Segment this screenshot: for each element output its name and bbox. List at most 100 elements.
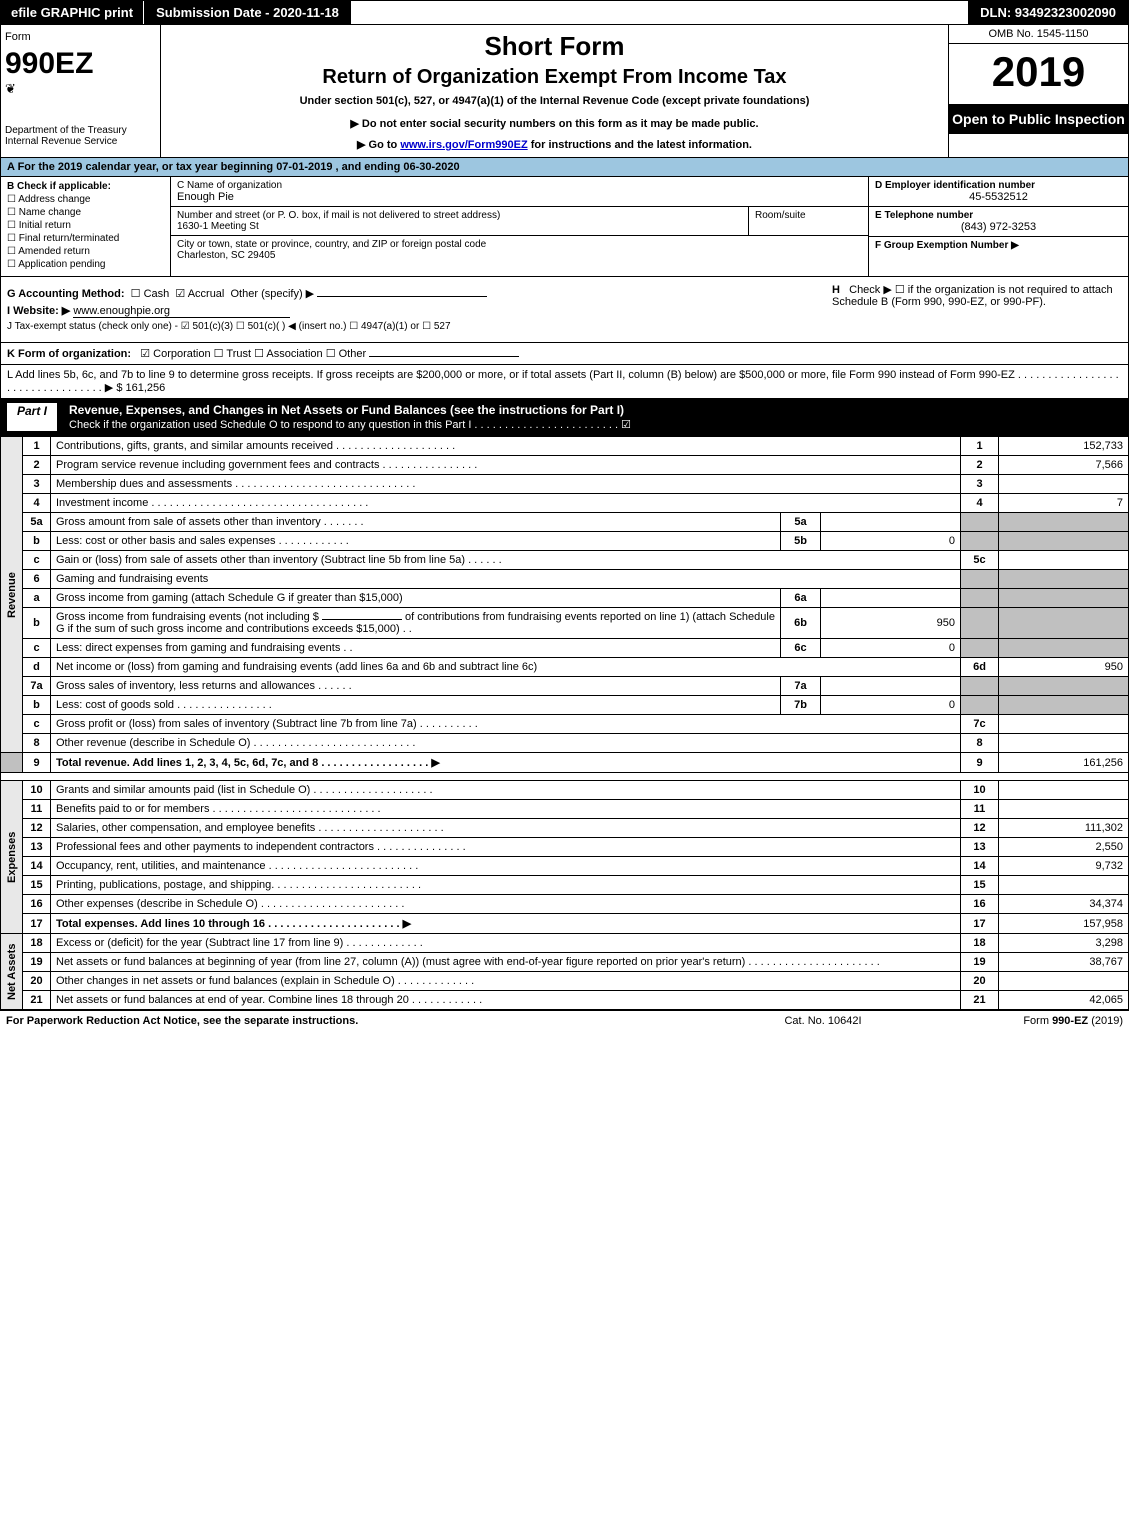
line-11: 11 Benefits paid to or for members . . .… <box>1 800 1129 819</box>
lnr: 16 <box>961 895 999 914</box>
org-block: C Name of organization Enough Pie Number… <box>171 177 868 276</box>
line-7a: 7a Gross sales of inventory, less return… <box>1 677 1129 696</box>
line-20: 20 Other changes in net assets or fund b… <box>1 972 1129 991</box>
chk-final-return[interactable]: ☐ Final return/terminated <box>7 233 164 244</box>
k-label: K Form of organization: <box>7 348 131 360</box>
lnr: 5c <box>961 551 999 570</box>
6b-blank[interactable] <box>322 619 402 620</box>
g-other[interactable]: Other (specify) ▶ <box>231 288 315 300</box>
desc: Contributions, gifts, grants, and simila… <box>51 437 961 456</box>
desc: Program service revenue including govern… <box>51 456 961 475</box>
street-cell: Number and street (or P. O. box, if mail… <box>171 207 748 235</box>
desc: Other revenue (describe in Schedule O) .… <box>51 734 961 753</box>
footer-right: Form 990-EZ (2019) <box>923 1015 1123 1027</box>
amt <box>999 513 1129 532</box>
lnr: 19 <box>961 953 999 972</box>
ln: c <box>23 551 51 570</box>
chk-initial-return[interactable]: ☐ Initial return <box>7 220 164 231</box>
h-text: Check ▶ ☐ if the organization is not req… <box>832 284 1113 308</box>
part1-sub: Check if the organization used Schedule … <box>69 419 631 431</box>
info-grid: B Check if applicable: ☐ Address change … <box>0 177 1129 277</box>
chk-lbl: Name change <box>19 207 81 218</box>
ln: 18 <box>23 934 51 953</box>
lnr: 1 <box>961 437 999 456</box>
line-1: Revenue 1 Contributions, gifts, grants, … <box>1 437 1129 456</box>
lnr: 11 <box>961 800 999 819</box>
lnr: 9 <box>961 753 999 773</box>
line-6d: d Net income or (loss) from gaming and f… <box>1 658 1129 677</box>
ln: 15 <box>23 876 51 895</box>
phone-val: (843) 972-3253 <box>875 221 1122 233</box>
amt: 950 <box>999 658 1129 677</box>
ln: b <box>23 532 51 551</box>
city-row: City or town, state or province, country… <box>171 236 868 264</box>
chk-lbl: Final return/terminated <box>19 233 120 244</box>
donot-note: ▶ Do not enter social security numbers o… <box>171 117 938 130</box>
ln: 10 <box>23 781 51 800</box>
line-3: 3 Membership dues and assessments . . . … <box>1 475 1129 494</box>
lnr: 6d <box>961 658 999 677</box>
l-line: L Add lines 5b, 6c, and 7b to line 9 to … <box>0 365 1129 399</box>
lnr <box>961 608 999 639</box>
city-label: City or town, state or province, country… <box>177 239 862 250</box>
lnr: 15 <box>961 876 999 895</box>
amt: 3,298 <box>999 934 1129 953</box>
k-other-input[interactable] <box>369 356 519 357</box>
amt: 2,550 <box>999 838 1129 857</box>
ln: 1 <box>23 437 51 456</box>
g-accrual[interactable]: Accrual <box>188 288 225 300</box>
amt: 161,256 <box>999 753 1129 773</box>
6b-d1: Gross income from fundraising events (no… <box>56 611 319 623</box>
ln: 9 <box>23 753 51 773</box>
amt <box>999 677 1129 696</box>
lnr: 13 <box>961 838 999 857</box>
lnr: 21 <box>961 991 999 1010</box>
goto-link[interactable]: www.irs.gov/Form990EZ <box>400 139 527 151</box>
f-label: F Group Exemption Number ▶ <box>875 240 1122 251</box>
desc: Salaries, other compensation, and employ… <box>51 819 961 838</box>
ln: 12 <box>23 819 51 838</box>
ln: 8 <box>23 734 51 753</box>
org-name-row: C Name of organization Enough Pie <box>171 177 868 207</box>
return-title: Return of Organization Exempt From Incom… <box>171 66 938 89</box>
desc: Net income or (loss) from gaming and fun… <box>51 658 961 677</box>
lnr: 2 <box>961 456 999 475</box>
desc: Excess or (deficit) for the year (Subtra… <box>51 934 961 953</box>
lnr: 3 <box>961 475 999 494</box>
ln: 3 <box>23 475 51 494</box>
desc: Gaming and fundraising events <box>51 570 961 589</box>
check-b-title: B Check if applicable: <box>7 181 164 192</box>
line-8: 8 Other revenue (describe in Schedule O)… <box>1 734 1129 753</box>
efile-print-label[interactable]: efile GRAPHIC print <box>1 1 144 24</box>
lnr <box>961 532 999 551</box>
v-blank <box>1 753 23 773</box>
ein-val: 45-5532512 <box>875 191 1122 203</box>
amt <box>999 734 1129 753</box>
chk-lbl: Application pending <box>18 259 105 270</box>
website-url[interactable]: www.enoughpie.org <box>73 305 290 318</box>
desc: Less: cost or other basis and sales expe… <box>51 532 781 551</box>
g-label: G Accounting Method: <box>7 288 125 300</box>
amt <box>999 800 1129 819</box>
ln: a <box>23 589 51 608</box>
desc: Gain or (loss) from sale of assets other… <box>51 551 961 570</box>
submission-date: Submission Date - 2020-11-18 <box>144 1 351 24</box>
room-cell: Room/suite <box>748 207 868 235</box>
g-cash[interactable]: Cash <box>144 288 170 300</box>
lnr: 7c <box>961 715 999 734</box>
g-other-input[interactable] <box>317 296 487 297</box>
goto-pre: ▶ Go to <box>357 139 400 151</box>
subval <box>821 677 961 696</box>
chk-name-change[interactable]: ☐ Name change <box>7 207 164 218</box>
chk-amended-return[interactable]: ☐ Amended return <box>7 246 164 257</box>
desc: Gross income from fundraising events (no… <box>51 608 781 639</box>
chk-address-change[interactable]: ☐ Address change <box>7 194 164 205</box>
footer: For Paperwork Reduction Act Notice, see … <box>0 1010 1129 1031</box>
footer-left: For Paperwork Reduction Act Notice, see … <box>6 1015 723 1027</box>
ln: 2 <box>23 456 51 475</box>
line-10: Expenses 10 Grants and similar amounts p… <box>1 781 1129 800</box>
chk-application-pending[interactable]: ☐ Application pending <box>7 259 164 270</box>
desc: Net assets or fund balances at end of ye… <box>51 991 961 1010</box>
tax-year: 2019 <box>949 44 1128 104</box>
line-18: Net Assets 18 Excess or (deficit) for th… <box>1 934 1129 953</box>
